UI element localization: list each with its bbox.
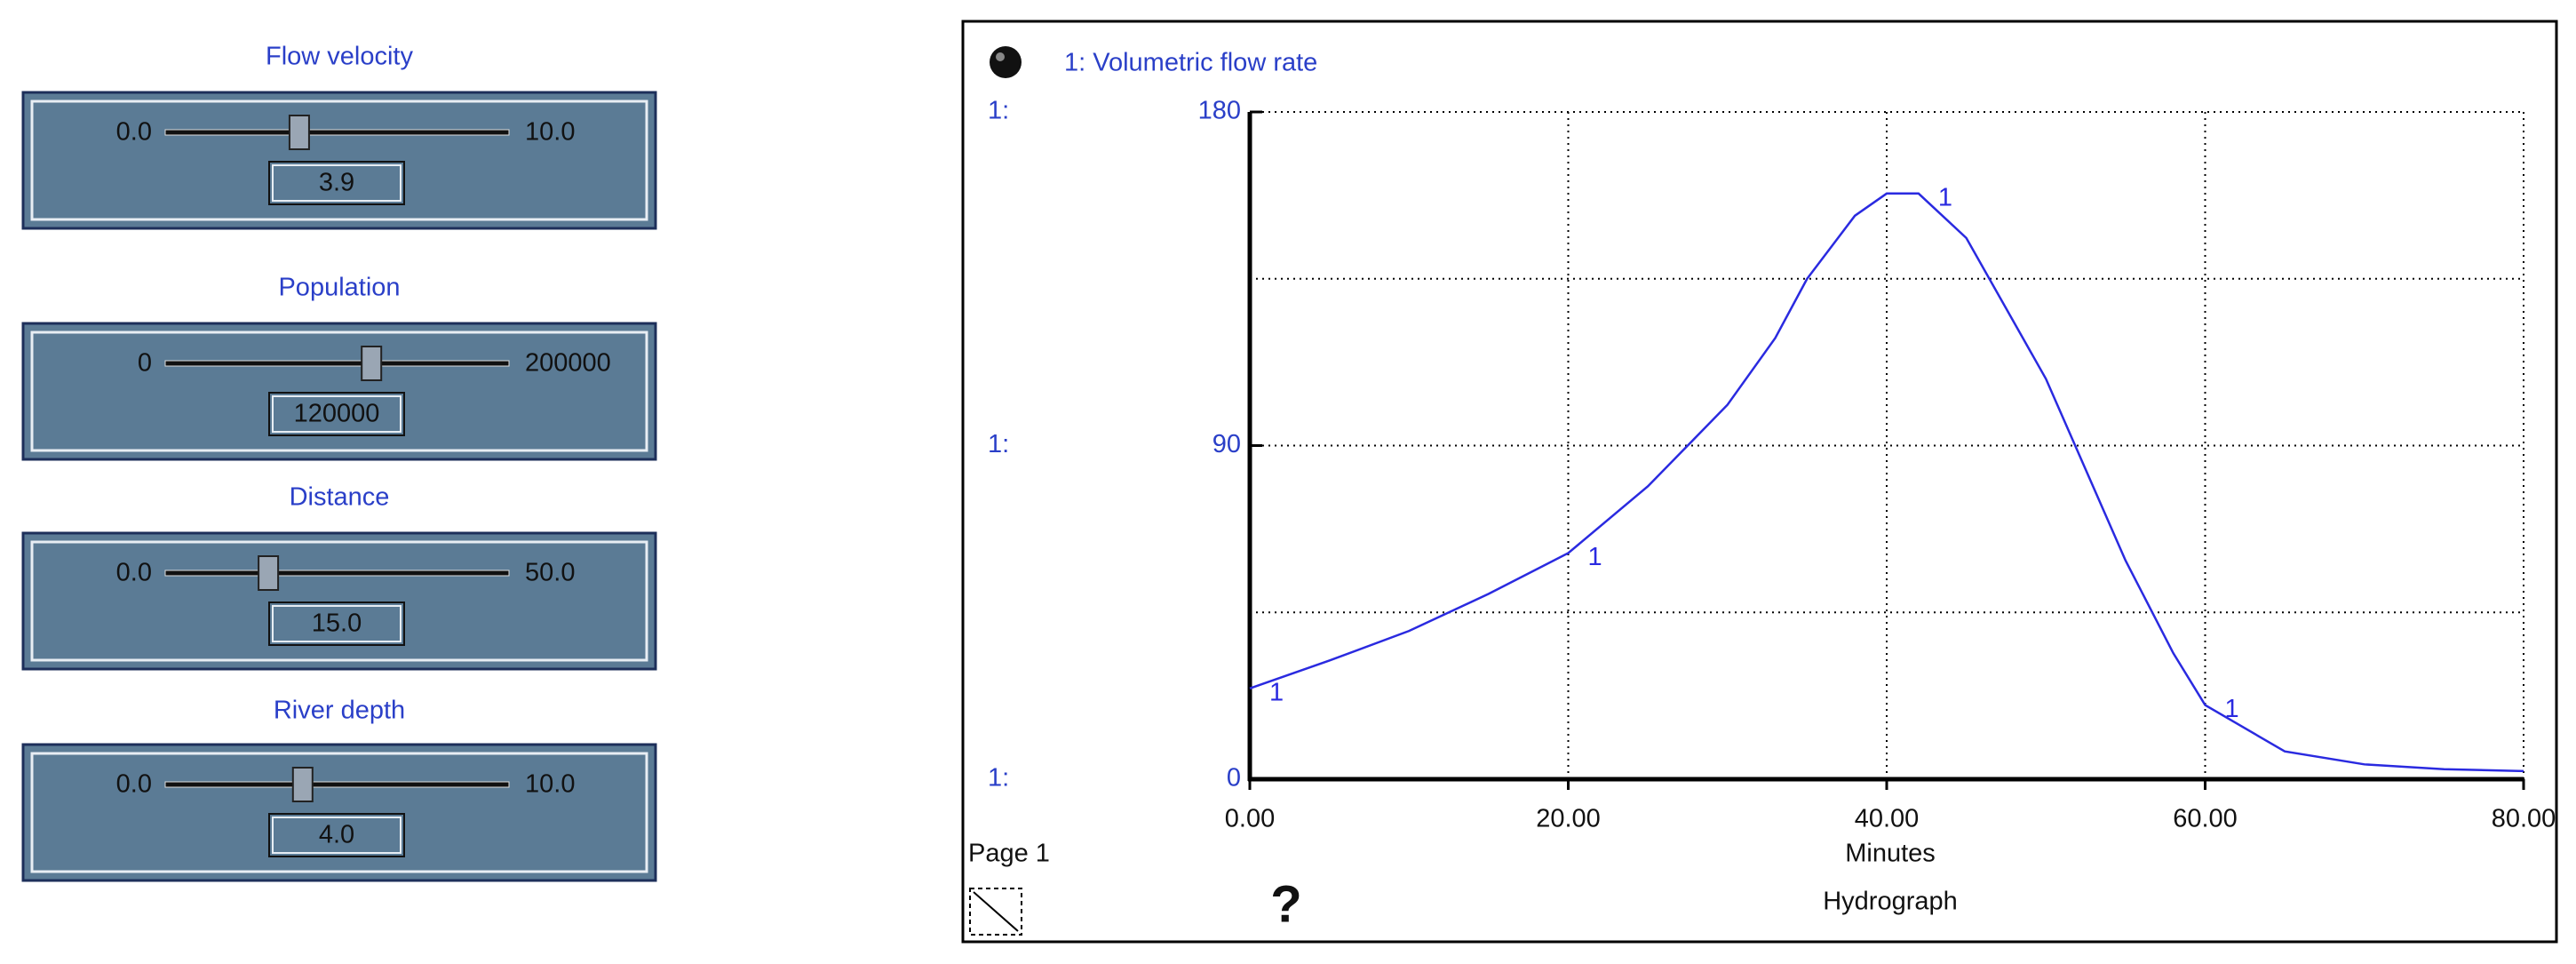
slider-max: 50.0 xyxy=(525,559,575,587)
slider-box xyxy=(21,531,657,671)
slider-box xyxy=(21,91,657,230)
graph-frame xyxy=(961,20,2558,944)
slider-thumb[interactable] xyxy=(288,115,310,150)
slider-box xyxy=(21,743,657,882)
slider-label: Population xyxy=(278,274,400,302)
scale-label: 1: xyxy=(988,764,1009,793)
slider-inner xyxy=(30,752,648,873)
help-button[interactable]: ? xyxy=(1270,875,1301,933)
x-tick-label: 0.00 xyxy=(1225,805,1275,833)
graph-icon-shine xyxy=(996,52,1005,61)
lock-icon-line xyxy=(973,891,1019,932)
slider-value-inner xyxy=(272,817,402,854)
series-marker: 1 xyxy=(1269,678,1284,706)
slider-max: 10.0 xyxy=(525,118,575,147)
series-marker: 1 xyxy=(1938,183,1952,211)
graph-caption: Hydrograph xyxy=(1823,888,1958,916)
slider-value-box[interactable] xyxy=(268,161,405,205)
slider-max: 200000 xyxy=(525,349,611,378)
slider-max: 10.0 xyxy=(525,770,575,799)
flow-line xyxy=(1249,192,2524,773)
slider-box xyxy=(21,322,657,461)
scale-label: 1: xyxy=(988,97,1009,125)
slider-min: 0.0 xyxy=(116,770,152,799)
slider-value: 4.0 xyxy=(319,821,354,849)
slider-track xyxy=(164,570,510,577)
lock-icon[interactable] xyxy=(969,888,1022,936)
slider-min: 0.0 xyxy=(116,559,152,587)
slider-value-inner xyxy=(272,164,402,202)
slider-min: 0.0 xyxy=(116,118,152,147)
slider-value-box[interactable] xyxy=(268,602,405,646)
slider-value-inner xyxy=(272,395,402,433)
series-marker: 1 xyxy=(1588,543,1602,571)
slider-thumb[interactable] xyxy=(258,555,280,591)
x-tick-label: 60.00 xyxy=(2173,805,2238,833)
x-tick-label: 40.00 xyxy=(1855,805,1920,833)
y-tick-label: 90 xyxy=(1212,430,1241,458)
slider-label: River depth xyxy=(274,697,405,725)
slider-track xyxy=(164,781,510,788)
slider-label: Distance xyxy=(290,483,390,512)
slider-value-box[interactable] xyxy=(268,813,405,857)
slider-thumb[interactable] xyxy=(291,767,314,802)
slider-inner xyxy=(30,100,648,221)
slider-thumb[interactable] xyxy=(361,346,383,381)
slider-inner xyxy=(30,540,648,662)
y-tick-label: 180 xyxy=(1198,97,1241,125)
slider-inner xyxy=(30,331,648,452)
graph-icon[interactable] xyxy=(990,46,1022,78)
slider-value: 15.0 xyxy=(312,609,362,638)
x-axis-label: Minutes xyxy=(1845,840,1936,868)
slider-value: 120000 xyxy=(294,400,380,428)
graph-title: 1: Volumetric flow rate xyxy=(1064,49,1317,77)
slider-value-inner xyxy=(272,605,402,642)
y-tick-label: 0 xyxy=(1227,764,1241,793)
slider-track xyxy=(164,129,510,136)
scale-label: 1: xyxy=(988,430,1009,458)
page-label[interactable]: Page 1 xyxy=(968,840,1050,868)
slider-track xyxy=(164,360,510,367)
slider-label: Flow velocity xyxy=(266,43,413,71)
series-marker: 1 xyxy=(2225,695,2239,723)
slider-value: 3.9 xyxy=(319,169,354,197)
x-tick-label: 80.00 xyxy=(2492,805,2556,833)
x-tick-label: 20.00 xyxy=(1536,805,1601,833)
slider-value-box[interactable] xyxy=(268,392,405,436)
slider-min: 0 xyxy=(138,349,152,378)
